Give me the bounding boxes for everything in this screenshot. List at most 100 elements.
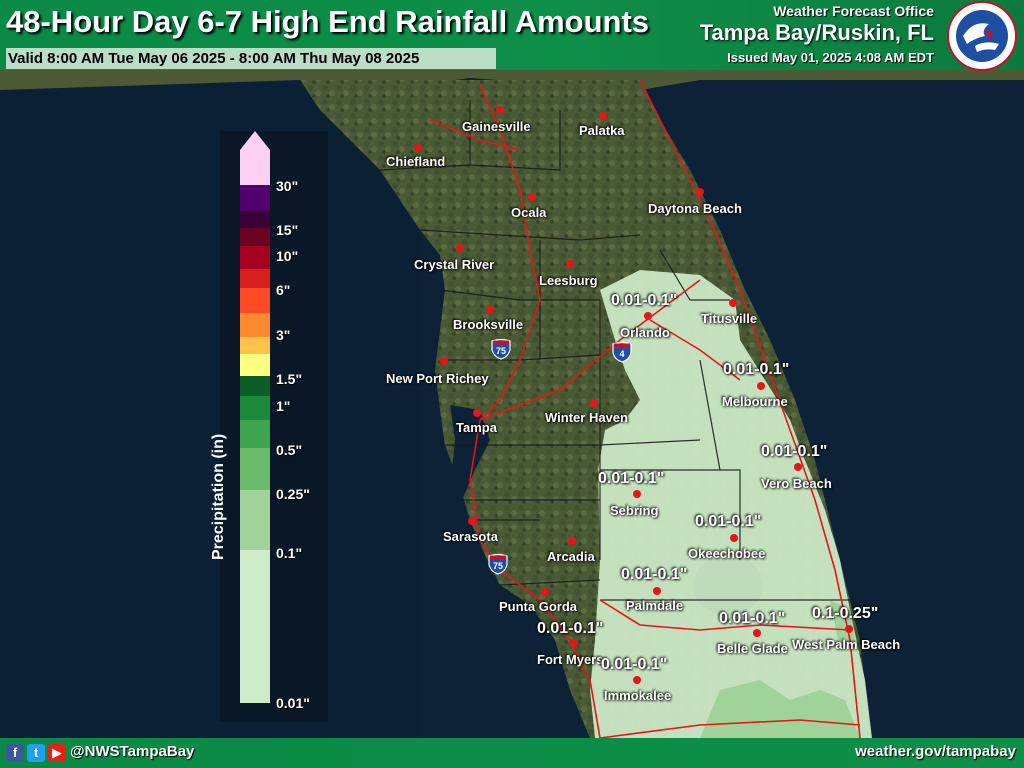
facebook-icon[interactable]: f [6, 744, 24, 762]
city-marker [473, 409, 481, 417]
city-label: Vero Beach [761, 476, 832, 491]
city-marker [633, 676, 641, 684]
city-label: Chiefland [386, 154, 446, 169]
website-link[interactable]: weather.gov/tampabay [855, 743, 1016, 760]
social-icons: f t ▶ [6, 744, 66, 762]
legend-swatch [240, 448, 270, 490]
legend-swatch [240, 337, 270, 354]
social-handle[interactable]: @NWSTampaBay [70, 743, 195, 760]
city-label: Palatka [579, 123, 625, 138]
legend-swatch [240, 150, 270, 185]
youtube-icon[interactable]: ▶ [48, 744, 66, 762]
legend-tick-label: 10" [276, 248, 299, 264]
legend-swatch [240, 550, 270, 703]
interstate-shield-icon: 4 [612, 341, 632, 363]
legend-tick-label: 1" [276, 398, 291, 414]
interstate-number: 75 [496, 346, 506, 356]
footer-bar: f t ▶ @NWSTampaBay weather.gov/tampabay [0, 738, 1024, 768]
legend-swatch [240, 376, 270, 396]
twitter-icon[interactable]: t [27, 744, 45, 762]
city-marker [440, 357, 448, 365]
city-marker [757, 382, 765, 390]
city-marker [653, 587, 661, 595]
city-marker [468, 517, 476, 525]
legend-arrow-icon [240, 131, 270, 150]
rainfall-amount-label: 0.01-0.1" [601, 656, 668, 673]
city-marker [753, 629, 761, 637]
city-marker [730, 534, 738, 542]
rainfall-amount-label: 0.01-0.1" [723, 361, 790, 378]
city-label: Brooksville [453, 317, 524, 332]
city-label: Arcadia [547, 549, 595, 564]
city-marker [845, 625, 853, 633]
office-label: Weather Forecast Office [773, 3, 934, 19]
city-label: Sebring [610, 503, 659, 518]
city-marker [633, 490, 641, 498]
legend-swatch [240, 288, 270, 313]
city-marker [568, 537, 576, 545]
interstate-number: 4 [619, 349, 624, 359]
valid-period: Valid 8:00 AM Tue May 06 2025 - 8:00 AM … [6, 48, 496, 69]
city-marker [456, 244, 464, 252]
nws-logo-icon[interactable] [945, 0, 1019, 72]
city-marker [599, 112, 607, 120]
city-label: Ocala [511, 205, 547, 220]
city-marker [566, 260, 574, 268]
interstate-shield-icon: 75 [488, 553, 508, 575]
rainfall-amount-label: 0.01-0.1" [621, 566, 688, 583]
header-bar: 48-Hour Day 6-7 High End Rainfall Amount… [0, 0, 1024, 72]
city-label: Daytona Beach [648, 201, 742, 216]
city-marker [414, 144, 422, 152]
legend-tick-label: 6" [276, 282, 291, 298]
city-marker [486, 306, 494, 314]
city-marker [541, 588, 549, 596]
legend-tick-label: 3" [276, 327, 291, 343]
city-marker [644, 312, 652, 320]
rainfall-amount-label: 0.1-0.25" [812, 605, 879, 622]
rainfall-amount-label: 0.01-0.1" [611, 292, 678, 309]
interstate-number: 75 [493, 561, 503, 571]
rainfall-amount-label: 0.01-0.1" [695, 513, 762, 530]
city-label: Leesburg [539, 273, 598, 288]
city-label: Winter Haven [545, 410, 628, 425]
legend-tick-label: 1.5" [276, 371, 303, 387]
city-label: Crystal River [414, 257, 495, 272]
legend-swatch [240, 420, 270, 448]
city-marker [696, 188, 704, 196]
interstate-shield-icon: 75 [491, 338, 511, 360]
legend-swatch [240, 211, 270, 228]
city-marker [794, 463, 802, 471]
legend-swatch [240, 354, 270, 376]
rainfall-amount-label: 0.01-0.1" [761, 443, 828, 460]
rainfall-amount-label: 0.01-0.1" [537, 620, 604, 637]
rainfall-amount-label: 0.01-0.1" [719, 610, 786, 627]
city-label: Titusville [701, 311, 758, 326]
city-label: New Port Richey [386, 371, 489, 386]
legend-colorbar [240, 131, 270, 703]
city-label: West Palm Beach [792, 637, 901, 652]
map-graphic [0, 70, 1024, 738]
city-label: Immokalee [604, 688, 672, 703]
city-marker [570, 639, 578, 647]
legend-tick-label: 0.5" [276, 442, 303, 458]
office-name: Tampa Bay/Ruskin, FL [699, 20, 934, 45]
legend-title: Precipitation (in) [210, 433, 227, 560]
legend-swatch [240, 246, 270, 269]
legend-tick-label: 30" [276, 178, 299, 194]
legend-swatch [240, 396, 270, 420]
issued-time: Issued May 01, 2025 4:08 AM EDT [727, 50, 934, 65]
city-marker [590, 399, 598, 407]
legend-swatch [240, 228, 270, 246]
legend-tick-label: 0.1" [276, 545, 303, 561]
legend-tick-label: 0.01" [276, 695, 310, 711]
city-label: Tampa [456, 420, 497, 435]
city-label: Palmdale [626, 598, 684, 613]
city-label: Orlando [620, 325, 670, 340]
city-marker [528, 193, 536, 201]
city-label: Sarasota [443, 529, 498, 544]
forecast-map [0, 70, 1024, 738]
city-marker [729, 299, 737, 307]
legend-swatch [240, 490, 270, 550]
rainfall-amount-label: 0.01-0.1" [598, 470, 665, 487]
legend-swatch [240, 185, 270, 211]
